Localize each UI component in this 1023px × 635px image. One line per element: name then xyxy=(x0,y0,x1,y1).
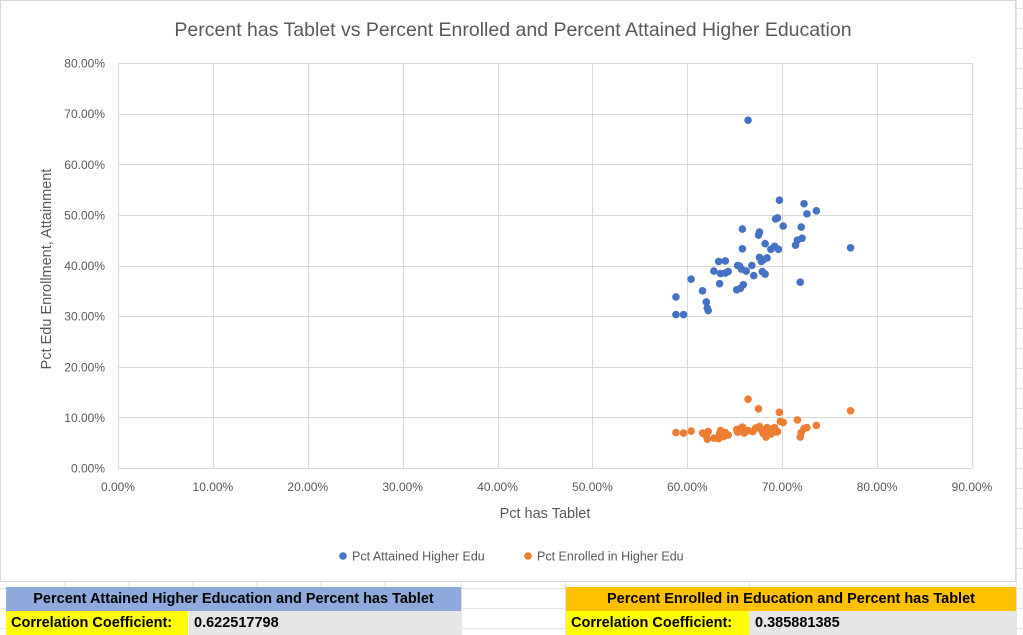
y-tick-label: 10.00% xyxy=(64,411,105,425)
legend-marker-enrolled xyxy=(524,552,532,560)
attained-point xyxy=(798,234,806,242)
attained-point xyxy=(749,271,758,280)
attained-point xyxy=(773,214,782,222)
enrolled-point xyxy=(672,428,680,437)
attained-point xyxy=(715,279,724,288)
attained-point xyxy=(679,310,688,319)
enrolled-point xyxy=(744,395,752,403)
attained-point xyxy=(775,196,784,204)
attained-point xyxy=(774,245,783,254)
enrolled-point xyxy=(779,418,787,427)
y-tick-label: 60.00% xyxy=(64,158,105,172)
x-tick-label: 60.00% xyxy=(667,480,708,494)
x-tick-label: 80.00% xyxy=(857,480,898,494)
attained-point xyxy=(738,244,747,253)
attained-point xyxy=(779,222,787,230)
attained-point xyxy=(687,275,695,283)
attained-header-cell[interactable]: Percent Attained Higher Education and Pe… xyxy=(6,587,461,611)
attained-point xyxy=(714,257,723,266)
enrolled-point xyxy=(812,421,821,430)
x-axis-title: Pct has Tablet xyxy=(500,506,591,522)
attained-point xyxy=(738,225,747,233)
attained-point xyxy=(748,261,756,270)
enrolled-point xyxy=(793,416,802,424)
attained-point xyxy=(800,199,808,208)
attained-point xyxy=(744,116,752,125)
x-tick-label: 90.00% xyxy=(952,480,993,494)
attained-point xyxy=(742,267,750,275)
attained-point xyxy=(672,310,680,319)
y-tick-label: 20.00% xyxy=(64,360,105,374)
enrolled-correlation-value-cell[interactable]: 0.385881385 xyxy=(750,611,1016,635)
attained-correlation-value-cell[interactable]: 0.622517798 xyxy=(189,611,461,635)
chart-title: Percent has Tablet vs Percent Enrolled a… xyxy=(174,19,851,41)
enrolled-point xyxy=(775,408,784,417)
legend-marker-attained xyxy=(339,552,347,560)
attained-point xyxy=(812,207,821,215)
attained-point xyxy=(846,243,855,252)
attained-point xyxy=(763,254,771,262)
data-points xyxy=(672,116,855,443)
attained-point xyxy=(721,257,730,265)
y-tick-label: 70.00% xyxy=(64,107,105,121)
enrolled-point xyxy=(773,427,782,436)
x-tick-label: 70.00% xyxy=(762,480,803,494)
y-tick-label: 30.00% xyxy=(64,310,105,324)
x-tick-label: 30.00% xyxy=(382,480,423,494)
grid-lines xyxy=(118,63,973,469)
enrolled-point xyxy=(754,404,763,413)
scatter-chart: 0.00% 10.00% 20.00% 30.00% 40.00% 50.00% 60.00… xyxy=(39,19,993,564)
attained-point xyxy=(796,278,805,287)
enrolled-point xyxy=(687,427,695,435)
attained-point xyxy=(761,239,769,248)
enrolled-point xyxy=(679,429,688,437)
enrolled-point xyxy=(704,427,713,436)
enrolled-point xyxy=(724,431,732,439)
tick-labels: 0.00% 10.00% 20.00% 30.00% 40.00% 50.00% 60.00… xyxy=(64,57,992,495)
legend-label-attained: Pct Attained Higher Edu xyxy=(352,550,485,564)
attained-correlation-label-cell[interactable]: Correlation Coefficient: xyxy=(6,611,188,635)
chart-legend[interactable]: Pct Attained Higher Edu Pct Enrolled in … xyxy=(339,550,684,564)
enrolled-point xyxy=(846,406,855,415)
enrolled-point xyxy=(738,423,747,431)
attained-point xyxy=(797,223,805,231)
y-tick-label: 40.00% xyxy=(64,259,105,273)
y-tick-label: 80.00% xyxy=(64,57,105,71)
x-tick-label: 40.00% xyxy=(477,480,518,494)
x-tick-label: 0.00% xyxy=(101,480,135,494)
attained-point xyxy=(724,267,732,276)
x-tick-label: 20.00% xyxy=(287,480,328,494)
legend-label-enrolled: Pct Enrolled in Higher Edu xyxy=(537,550,684,564)
enrolled-point xyxy=(703,435,712,443)
attained-point xyxy=(710,267,718,275)
x-tick-label: 50.00% xyxy=(572,480,613,494)
attained-point xyxy=(672,293,680,301)
y-tick-label: 0.00% xyxy=(71,462,105,476)
attained-point xyxy=(702,298,711,306)
enrolled-header-cell[interactable]: Percent Enrolled in Education and Percen… xyxy=(566,587,1016,611)
attained-point xyxy=(704,306,713,315)
enrolled-point xyxy=(803,423,811,432)
attained-point xyxy=(698,287,707,295)
enrolled-correlation-label-cell[interactable]: Correlation Coefficient: xyxy=(566,611,749,635)
x-tick-label: 10.00% xyxy=(193,480,234,494)
attained-point xyxy=(803,210,811,218)
attained-point xyxy=(739,280,748,289)
y-tick-label: 50.00% xyxy=(64,208,105,222)
y-axis-title: Pct Edu Enrollment, Attainment xyxy=(39,169,55,370)
chart-container[interactable]: 0.00% 10.00% 20.00% 30.00% 40.00% 50.00% 60.00… xyxy=(0,0,1016,582)
attained-point xyxy=(761,270,769,278)
attained-point xyxy=(755,228,764,236)
